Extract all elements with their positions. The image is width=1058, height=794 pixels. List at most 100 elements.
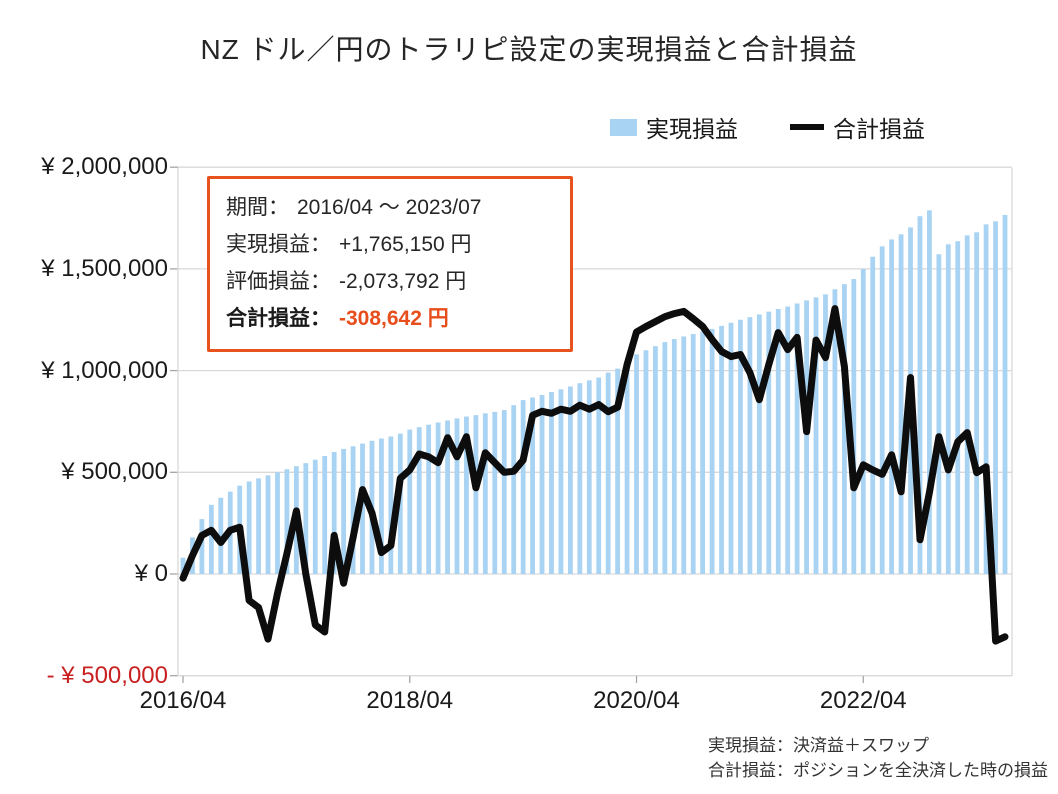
realized-profit-bar (256, 478, 261, 574)
realized-profit-bar (615, 368, 621, 574)
realized-profit-bar (520, 400, 526, 574)
y-axis-label: ¥ 0 (134, 560, 168, 587)
realized-profit-bar (397, 433, 403, 574)
realized-profit-bar (851, 279, 857, 574)
info-period-label: 期間： (226, 196, 289, 219)
info-valuation-row: 評価損益： -2,073,792 円 (226, 263, 556, 300)
realized-profit-bar (898, 234, 904, 574)
realized-profit-bar (860, 268, 866, 574)
realized-profit-bar (1002, 214, 1008, 574)
y-axis-label: ¥ 1,000,000 (41, 356, 168, 384)
realized-profit-bar (945, 244, 951, 574)
realized-profit-bar (341, 448, 347, 574)
realized-profit-bar (492, 411, 498, 574)
realized-profit-bar (624, 360, 630, 574)
info-total-value: -308,642 円 (339, 307, 449, 330)
realized-profit-bar (388, 436, 394, 574)
realized-profit-bar (993, 221, 998, 575)
realized-profit-bar (284, 469, 290, 574)
summary-info-box: 期間： 2016/04 ～ 2023/07 実現損益： +1,765,150 円 評… (207, 176, 573, 352)
realized-profit-bar (927, 210, 932, 574)
y-axis-label: ¥ 2,000,000 (41, 153, 168, 181)
realized-profit-bar (350, 446, 356, 574)
footnotes: 実現損益：決済益＋スワップ 合計損益：ポジションを全決済した時の損益 (708, 733, 1048, 783)
realized-profit-bar (511, 405, 517, 574)
y-axis-label: - ¥ 500,000 (46, 661, 168, 689)
footnote-total: 合計損益：ポジションを全決済した時の損益 (708, 761, 1048, 780)
realized-profit-bar (407, 429, 413, 574)
realized-profit-bar (794, 303, 800, 574)
realized-profit-bar (804, 300, 809, 574)
realized-profit-bar (360, 443, 365, 574)
realized-profit-bar (738, 319, 743, 574)
realized-profit-bar (218, 497, 224, 574)
realized-profit-bar (464, 416, 469, 574)
y-axis-label: ¥ 500,000 (61, 458, 168, 486)
realized-profit-bar (246, 481, 252, 574)
realized-profit-bar (766, 311, 772, 574)
realized-profit-bar (180, 557, 186, 574)
realized-profit-bar (813, 297, 819, 574)
realized-profit-bar (870, 256, 876, 574)
realized-profit-bar (473, 415, 479, 574)
info-realized-value: +1,765,150 円 (339, 233, 472, 256)
x-axis-label: 2016/04 (139, 687, 227, 714)
realized-profit-bar (445, 420, 450, 574)
info-total-label: 合計損益： (226, 307, 331, 330)
realized-profit-bar (322, 456, 328, 574)
realized-profit-bar (416, 427, 422, 574)
realized-profit-bar (303, 463, 309, 574)
realized-profit-bar (974, 232, 980, 574)
realized-profit-bar (785, 306, 791, 574)
realized-profit-bar (728, 322, 734, 574)
realized-profit-bar (208, 504, 214, 574)
realized-profit-bar (964, 235, 970, 575)
total-line-swatch-icon (790, 124, 824, 130)
legend: 実現損益 合計損益 (610, 110, 925, 144)
x-axis-label: 2022/04 (819, 687, 907, 714)
realized-profit-bar (936, 254, 942, 575)
realized-profit-bar (379, 438, 384, 574)
info-valuation-label: 評価損益： (226, 270, 331, 293)
realized-profit-bar (634, 354, 639, 574)
realized-profit-bar (690, 333, 696, 574)
info-realized-label: 実現損益： (226, 233, 331, 256)
realized-bar-swatch-icon (610, 118, 637, 136)
realized-profit-bar (775, 308, 781, 574)
info-period-value: 2016/04 ～ 2023/07 (297, 196, 482, 219)
realized-profit-bar (530, 397, 535, 574)
total-profit-line (179, 305, 1009, 645)
realized-profit-bar (586, 380, 592, 574)
footnote-realized: 実現損益：決済益＋スワップ (708, 736, 929, 755)
realized-profit-bar (662, 342, 668, 574)
realized-profit-bar (700, 331, 706, 574)
realized-profit-bar (605, 372, 611, 574)
realized-profit-bar (539, 395, 545, 574)
realized-profit-bar (653, 346, 658, 574)
realized-profit-bar (558, 389, 564, 574)
realized-profit-bar (577, 383, 583, 574)
realized-profit-bar (454, 418, 460, 574)
realized-profit-bar (889, 239, 895, 575)
legend-item-total: 合計損益 (790, 110, 925, 144)
realized-profit-bar (879, 246, 885, 574)
realized-profit-bar (331, 451, 337, 574)
realized-profit-bar (312, 459, 318, 574)
realized-profit-bar (955, 241, 961, 574)
realized-profit-bar (567, 386, 573, 574)
realized-profit-bar (482, 413, 488, 574)
legend-realized-label: 実現損益 (646, 116, 738, 142)
realized-profit-bar (265, 475, 271, 574)
realized-profit-bar (435, 422, 441, 574)
page-title: NZ ドル／円のトラリピ設定の実現損益と合計損益 (200, 34, 858, 65)
realized-profit-bar (841, 284, 847, 574)
realized-profit-bar (719, 325, 724, 574)
x-axis-label: 2018/04 (366, 687, 454, 714)
realized-profit-bar (549, 391, 554, 574)
y-axis-label: ¥ 1,500,000 (41, 254, 168, 282)
realized-profit-bar (671, 339, 677, 574)
legend-item-realized: 実現損益 (610, 110, 738, 144)
realized-profit-bar (596, 377, 602, 574)
